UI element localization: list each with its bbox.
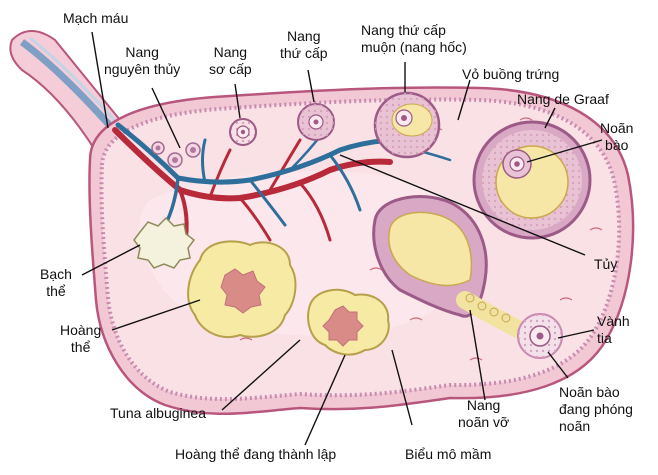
label-mach-mau: Mạch máu (63, 10, 129, 26)
primary-follicle (229, 118, 257, 146)
label-nang-thu-cap: Nang thứ cấp (280, 28, 328, 61)
label-tuy: Tủy (594, 256, 618, 272)
secondary-follicle (297, 103, 335, 141)
mesovarium-stalk (9, 30, 122, 152)
corpus-albicans (133, 216, 196, 269)
ruptured-follicle (372, 195, 488, 318)
label-bieu-mo-mam: Biểu mô mầm (405, 446, 492, 462)
label-noan-bao-dang-phong-noan: Noãn bào đang phóng noãn (559, 384, 633, 434)
leader-lines (81, 31, 603, 446)
ovulating-oocyte (456, 291, 563, 359)
stalk-vessels (19, 39, 115, 131)
label-tuna-albuginea: Tuna albuginea (110, 405, 207, 421)
corpus-luteum (187, 240, 297, 338)
graafian-follicle (472, 120, 592, 240)
developing-corpus-luteum (307, 288, 390, 356)
label-nang-noan-vo: Nang noãn vỡ (458, 397, 510, 430)
label-hoang-the-dang-thanh-lap: Hoàng thể đang thành lập (175, 446, 337, 462)
label-nang-de-graaf: Nang de Graaf (517, 91, 609, 107)
label-vanh-tia: Vành tia (597, 313, 630, 346)
blood-vessels-red (112, 127, 393, 247)
primordial-follicles (151, 141, 201, 168)
label-noan-bao: Noãn bào (600, 120, 634, 153)
label-nang-nguyen-thuy: Nang nguyên thủy (104, 44, 181, 77)
label-nang-thu-cap-muon: Nang thứ cấp muộn (nang hốc) (361, 22, 467, 55)
label-bach-the: Bạch thể (40, 266, 72, 299)
antral-follicle (373, 91, 441, 159)
label-vo-buong-trung: Vỏ buồng trứng (462, 66, 560, 82)
label-nang-so-cap: Nang sơ cấp (209, 44, 252, 77)
label-hoang-the: Hoàng thể (60, 322, 102, 355)
